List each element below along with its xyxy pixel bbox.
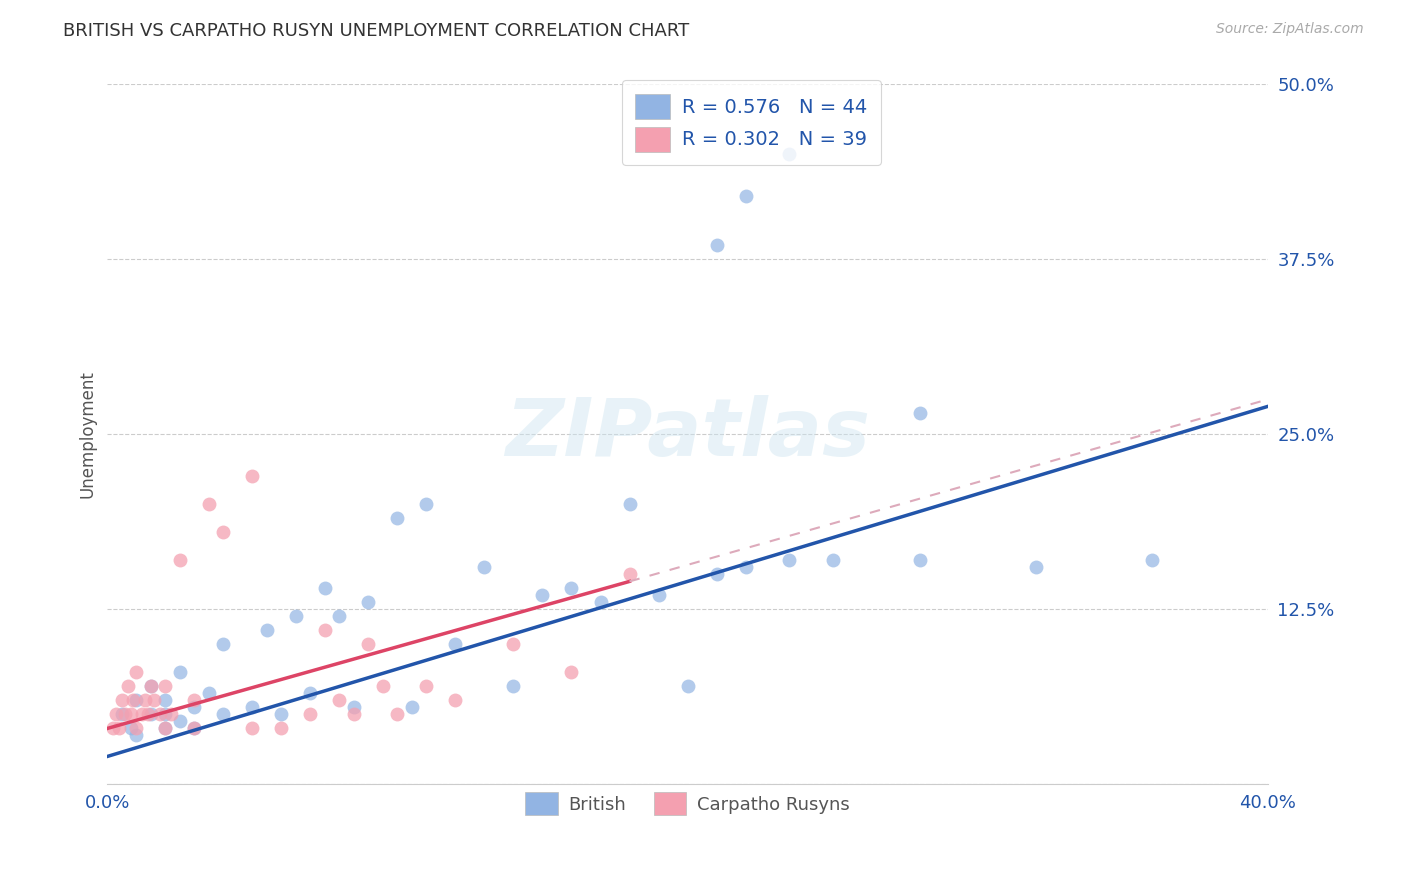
Point [908,406,931,420]
Point [111,693,134,707]
Point [139,707,162,722]
Point [734,189,756,203]
Point [314,582,336,596]
Point [183,693,205,707]
Point [125,728,148,742]
Point [136,707,159,722]
Point [155,680,177,694]
Point [734,560,756,574]
Point [125,722,148,736]
Point [706,567,728,582]
Point [139,680,162,694]
Point [560,665,582,680]
Point [371,680,394,694]
Point [155,693,177,707]
Point [105,707,128,722]
Point [589,595,612,609]
Point [647,589,669,603]
Point [415,680,437,694]
Point [1025,560,1047,574]
Point [117,680,139,694]
Point [387,511,409,525]
Point [120,707,142,722]
Point [242,469,264,483]
Point [343,700,366,714]
Point [155,722,177,736]
Point [560,582,582,596]
Point [125,665,148,680]
Point [169,553,191,567]
Point [142,693,165,707]
Text: BRITISH VS CARPATHO RUSYN UNEMPLOYMENT CORRELATION CHART: BRITISH VS CARPATHO RUSYN UNEMPLOYMENT C… [63,22,689,40]
Point [139,680,162,694]
Point [242,700,264,714]
Point [212,707,235,722]
Point [101,722,124,736]
Point [474,560,496,574]
Point [198,498,221,512]
Point [155,722,177,736]
Point [328,693,350,707]
Point [125,693,148,707]
Point [242,722,264,736]
Point [198,686,221,700]
Point [270,707,292,722]
Point [131,707,153,722]
Legend: British, Carpatho Rusyns: British, Carpatho Rusyns [516,783,859,824]
Point [502,637,524,651]
Point [212,637,235,651]
Point [314,624,336,638]
Point [183,700,205,714]
Point [270,722,292,736]
Point [778,147,800,161]
Point [676,680,699,694]
Point [114,707,136,722]
Point [908,553,931,567]
Point [1140,553,1163,567]
Point [444,693,467,707]
Point [706,238,728,252]
Point [343,707,366,722]
Point [169,665,191,680]
Point [284,609,307,624]
Point [134,693,156,707]
Point [387,707,409,722]
Point [120,722,142,736]
Text: ZIPatlas: ZIPatlas [505,395,870,474]
Point [299,686,322,700]
Point [444,637,467,651]
Point [619,498,641,512]
Point [256,624,278,638]
Point [328,609,350,624]
Point [108,722,131,736]
Point [111,707,134,722]
Point [357,637,380,651]
Point [502,680,524,694]
Point [531,589,554,603]
Point [122,693,145,707]
Point [155,707,177,722]
Point [183,722,205,736]
Point [149,707,172,722]
Point [169,714,191,729]
Point [357,595,380,609]
Point [778,553,800,567]
Point [160,707,183,722]
Point [299,707,322,722]
Point [415,498,437,512]
Y-axis label: Unemployment: Unemployment [79,370,96,499]
Point [212,525,235,540]
Point [401,700,423,714]
Point [183,722,205,736]
Text: Source: ZipAtlas.com: Source: ZipAtlas.com [1216,22,1364,37]
Point [619,567,641,582]
Point [821,553,844,567]
